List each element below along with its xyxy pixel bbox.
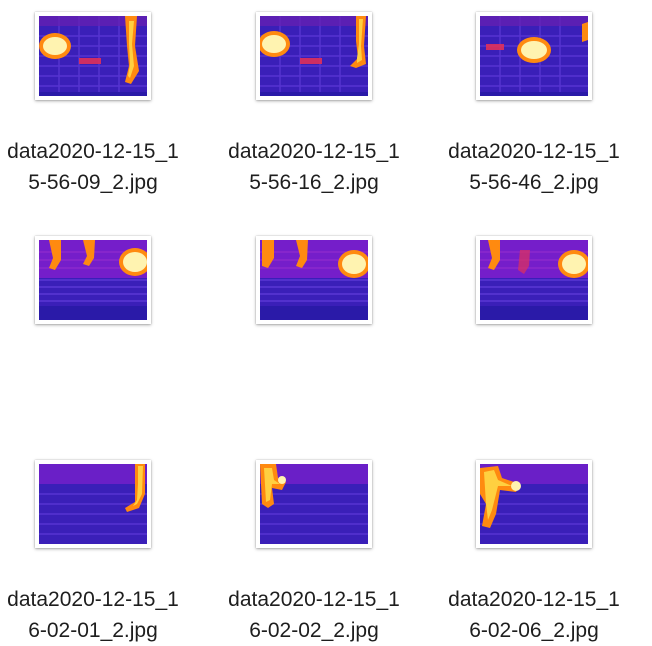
file-name-line1: data2020-12-15_1 [228, 588, 400, 611]
file-name[interactable]: data2020-12-15_1 5-56-16_2.jpg [204, 136, 424, 198]
thermal-image-icon [480, 16, 588, 96]
file-name[interactable]: data2020-12-15_1 6-02-01_2.jpg [0, 584, 203, 646]
thermal-image-icon [260, 240, 368, 320]
file-name-line2: 5-56-46_2.jpg [469, 171, 599, 194]
thermal-image-icon [39, 240, 147, 320]
thermal-image-icon [480, 240, 588, 320]
file-name-line1: data2020-12-15_1 [448, 588, 620, 611]
file-name[interactable]: data2020-12-15_1 5-56-46_2.jpg [424, 136, 644, 198]
thumb-svg-7 [39, 464, 147, 544]
file-thumbnail[interactable] [256, 460, 372, 548]
file-thumbnail[interactable] [35, 460, 151, 548]
thermal-image-icon [39, 464, 147, 544]
file-thumbnail[interactable] [476, 12, 592, 100]
file-grid: data2020-12-15_1 5-56-09_2.jpg [0, 12, 644, 642]
thermal-image-icon [39, 16, 147, 96]
file-thumbnail[interactable] [35, 12, 151, 100]
file-thumbnail[interactable] [256, 236, 372, 324]
thumb-svg-1 [39, 16, 147, 96]
file-name[interactable]: data2020-12-15_1 6-02-06_2.jpg [424, 584, 644, 646]
file-thumbnail[interactable] [476, 236, 592, 324]
thumb-svg-5 [260, 240, 368, 320]
file-name[interactable]: data2020-12-15_1 6-02-02_2.jpg [204, 584, 424, 646]
thermal-image-icon [260, 464, 368, 544]
thumb-svg-6 [480, 240, 588, 320]
thumb-svg-8 [260, 464, 368, 544]
file-name[interactable]: data2020-12-15_1 5-56-09_2.jpg [0, 136, 203, 198]
file-name-line2: 6-02-02_2.jpg [249, 619, 379, 642]
thumb-svg-9 [480, 464, 588, 544]
thumb-svg-4 [39, 240, 147, 320]
file-name-line2: 5-56-16_2.jpg [249, 171, 379, 194]
file-name-line1: data2020-12-15_1 [7, 140, 179, 163]
file-name-line2: 6-02-01_2.jpg [28, 619, 158, 642]
file-name-line2: 6-02-06_2.jpg [469, 619, 599, 642]
thumb-svg-2 [260, 16, 368, 96]
file-thumbnail[interactable] [35, 236, 151, 324]
thermal-image-icon [480, 464, 588, 544]
file-thumbnail[interactable] [256, 12, 372, 100]
file-name-line1: data2020-12-15_1 [7, 588, 179, 611]
file-name-line1: data2020-12-15_1 [228, 140, 400, 163]
file-name-line2: 5-56-09_2.jpg [28, 171, 158, 194]
thumb-svg-3 [480, 16, 588, 96]
thermal-image-icon [260, 16, 368, 96]
file-name-line1: data2020-12-15_1 [448, 140, 620, 163]
file-thumbnail[interactable] [476, 460, 592, 548]
